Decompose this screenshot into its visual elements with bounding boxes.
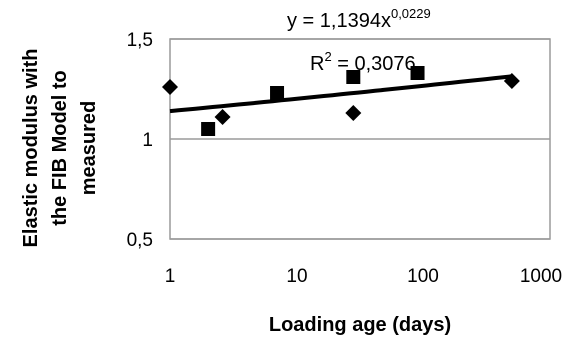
equation-exponent: 0,0229 xyxy=(391,6,431,21)
square-marker xyxy=(346,70,361,84)
diamond-marker xyxy=(503,73,520,89)
r2-prefix: R xyxy=(310,53,324,75)
r2-superscript: 2 xyxy=(324,49,331,64)
trendline-equation: y = 1,1394x0,0229 xyxy=(287,6,431,32)
trendline xyxy=(169,74,513,114)
square-marker xyxy=(270,86,285,100)
square-marker xyxy=(410,66,425,80)
diamond-marker xyxy=(162,79,178,95)
r2-value: = 0,3076 xyxy=(332,53,416,75)
y-axis-title-line-3: measured xyxy=(78,101,100,196)
data-markers xyxy=(162,66,520,136)
y-tick-label: 1,5 xyxy=(127,30,153,51)
y-tick-label: 1 xyxy=(142,130,153,151)
equation-base: y = 1,1394x xyxy=(287,10,391,32)
x-tick-label: 1000 xyxy=(520,266,562,287)
diamond-marker xyxy=(345,105,362,121)
x-tick-label: 100 xyxy=(407,266,439,287)
y-axis-title-line-1: Elastic modulus with xyxy=(20,49,42,248)
y-tick-label: 0,5 xyxy=(127,230,153,251)
diamond-marker xyxy=(214,109,231,125)
plot-area xyxy=(169,38,551,240)
trendline-r2: R2 = 0,3076 xyxy=(310,49,416,75)
x-tick-label: 1 xyxy=(165,266,176,287)
x-tick-label: 10 xyxy=(286,266,307,287)
x-axis-title: Loading age (days) xyxy=(269,314,451,336)
square-marker xyxy=(201,122,216,136)
y-axis-title-line-2: the FIB Model to xyxy=(49,70,71,226)
